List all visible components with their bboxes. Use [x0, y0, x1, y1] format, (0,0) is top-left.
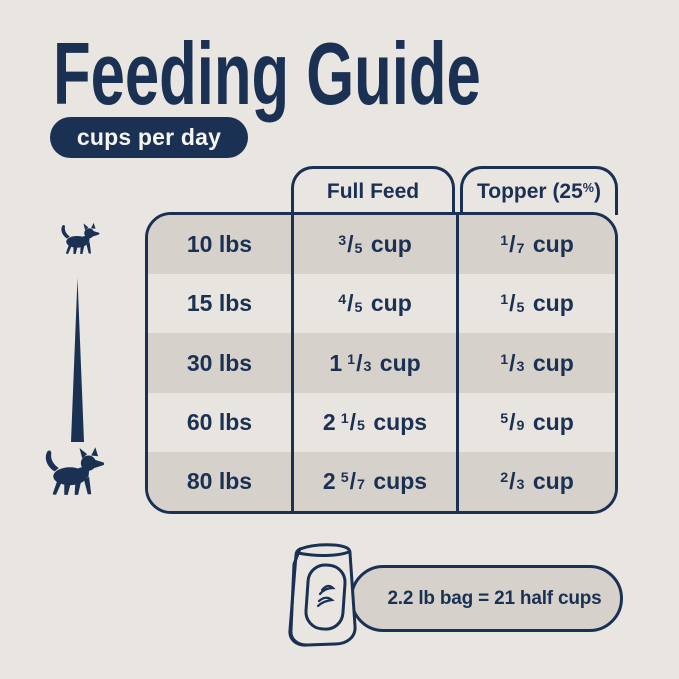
table-row: 15 lbs 4/5 cup 1/5 cup	[148, 274, 615, 334]
topper-cell: 1/3 cup	[456, 333, 615, 393]
whole-number: 1	[329, 349, 343, 376]
whole-number: 2	[322, 467, 336, 494]
topper-value: 1/5 cup	[500, 290, 574, 317]
full-feed-cell: 2 5/7 cups	[291, 451, 456, 511]
fraction-numerator: 1	[340, 410, 349, 427]
column-header-topper: Topper (25%)	[460, 166, 618, 215]
fraction-slash: /	[509, 408, 516, 435]
bag-note-pill: 2.2 lb bag = 21 half cups	[350, 565, 623, 632]
weight-cell: 10 lbs	[148, 215, 291, 274]
full-feed-value: 1 1/3 cup	[329, 350, 420, 377]
fraction-denominator: 3	[516, 477, 525, 494]
fraction-numerator: 1	[347, 351, 356, 368]
fraction-slash: /	[509, 467, 516, 494]
fraction-denominator: 5	[516, 299, 525, 316]
fraction-slash: /	[356, 349, 363, 376]
fraction-numerator: 1	[500, 292, 509, 309]
fraction-slash: /	[349, 467, 357, 494]
topper-cell: 5/9 cup	[456, 392, 615, 452]
fraction-numerator: 2	[500, 470, 509, 487]
weight-cell: 15 lbs	[148, 274, 291, 333]
unit-label: cup	[364, 290, 412, 317]
fraction-denominator: 5	[357, 418, 365, 435]
whole-number: 2	[322, 408, 336, 435]
fraction-denominator: 5	[354, 240, 363, 257]
percent-superscript: %	[582, 180, 594, 195]
table-row: 30 lbs 1 1/3 cup 1/3 cup	[148, 333, 615, 393]
weight-label: 60 lbs	[186, 408, 253, 435]
unit-label: cup	[364, 231, 412, 258]
full-feed-value: 4/5 cup	[338, 290, 412, 317]
weight-label: 30 lbs	[186, 349, 253, 376]
fraction-slash: /	[347, 290, 354, 317]
topper-value: 1/3 cup	[500, 350, 574, 377]
dog-food-bag-icon	[288, 543, 357, 647]
topper-cell: 1/5 cup	[456, 274, 615, 334]
size-scale-wedge	[71, 278, 84, 442]
fraction-numerator: 1	[500, 351, 509, 368]
fraction-numerator: 5	[340, 470, 349, 487]
weight-cell: 30 lbs	[148, 333, 291, 392]
fraction-numerator: 3	[338, 233, 347, 250]
fraction-denominator: 3	[516, 359, 525, 376]
full-feed-value: 3/5 cup	[338, 231, 412, 258]
full-feed-cell: 3/5 cup	[291, 215, 456, 275]
topper-value: 5/9 cup	[500, 409, 574, 436]
fraction-numerator: 4	[338, 292, 347, 309]
weight-label: 15 lbs	[186, 290, 253, 317]
large-dog-icon	[45, 447, 105, 495]
fraction-numerator: 5	[500, 410, 509, 427]
unit-label: cup	[526, 408, 574, 435]
topper-cell: 1/7 cup	[456, 215, 615, 275]
full-feed-value: 2 5/7 cups	[323, 468, 427, 495]
unit-label: cup	[526, 467, 574, 494]
weight-cell: 60 lbs	[148, 393, 291, 452]
small-dog-icon	[61, 222, 100, 254]
unit-label: cup	[526, 231, 574, 258]
fraction-denominator: 3	[363, 359, 372, 376]
full-feed-cell: 2 1/5 cups	[291, 392, 456, 452]
topper-cell: 2/3 cup	[456, 451, 615, 511]
weight-label: 10 lbs	[186, 231, 253, 258]
cups-per-day-badge: cups per day	[50, 117, 248, 158]
weight-label: 80 lbs	[186, 467, 253, 494]
topper-value: 2/3 cup	[500, 468, 574, 495]
fraction-denominator: 7	[516, 240, 525, 257]
unit-label: cups	[366, 408, 428, 435]
fraction-slash: /	[349, 408, 357, 435]
page-title: Feeding Guide	[53, 24, 481, 123]
fraction-denominator: 7	[357, 477, 365, 494]
fraction-slash: /	[509, 349, 516, 376]
topper-header-prefix: Topper (25	[477, 180, 583, 203]
full-feed-cell: 4/5 cup	[291, 274, 456, 334]
weight-cell: 80 lbs	[148, 452, 291, 511]
fraction-denominator: 5	[354, 299, 363, 316]
fraction-denominator: 9	[516, 418, 525, 435]
unit-label: cup	[373, 349, 421, 376]
fraction-slash: /	[509, 231, 516, 258]
topper-header-label: Topper (25%)	[477, 180, 601, 204]
column-header-full-feed: Full Feed	[291, 166, 455, 215]
table-row: 10 lbs 3/5 cup 1/7 cup	[148, 215, 615, 275]
fraction-slash: /	[347, 231, 354, 258]
fraction-numerator: 1	[500, 233, 509, 250]
unit-label: cup	[526, 349, 574, 376]
feeding-table: 10 lbs 3/5 cup 1/7 cup 15 lbs 4/5 cup 1/…	[145, 212, 618, 514]
full-feed-cell: 1 1/3 cup	[291, 333, 456, 393]
table-row: 80 lbs 2 5/7 cups 2/3 cup	[148, 451, 615, 511]
full-feed-header-label: Full Feed	[326, 180, 420, 203]
fraction-slash: /	[509, 290, 516, 317]
topper-value: 1/7 cup	[500, 231, 574, 258]
bag-note-label: 2.2 lb bag = 21 half cups	[387, 587, 602, 609]
full-feed-value: 2 1/5 cups	[323, 409, 427, 436]
topper-header-suffix: )	[594, 180, 601, 203]
unit-label: cups	[366, 467, 428, 494]
badge-label: cups per day	[76, 124, 222, 150]
table-row: 60 lbs 2 1/5 cups 5/9 cup	[148, 392, 615, 452]
unit-label: cup	[526, 290, 574, 317]
